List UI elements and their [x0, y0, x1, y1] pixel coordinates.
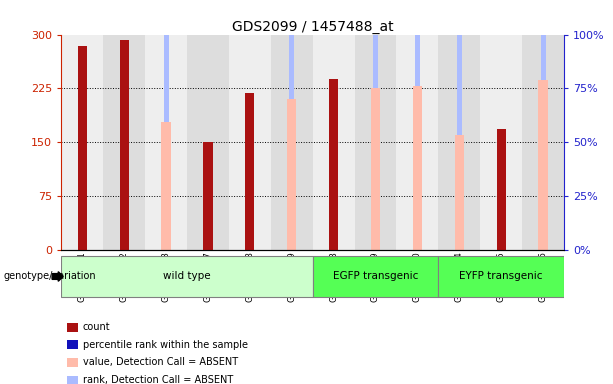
Text: genotype/variation: genotype/variation [3, 271, 96, 281]
Bar [457, 0, 462, 250]
Bar [229, 35, 271, 250]
Bar [289, 0, 294, 250]
Bar [78, 46, 87, 250]
Bar [538, 80, 547, 250]
Bar [187, 35, 229, 250]
Bar [313, 256, 438, 297]
Bar [541, 0, 546, 250]
Text: EGFP transgenic: EGFP transgenic [333, 271, 418, 281]
Bar [455, 135, 464, 250]
Bar [287, 99, 296, 250]
Bar [438, 35, 480, 250]
Bar [271, 35, 313, 250]
Title: GDS2099 / 1457488_at: GDS2099 / 1457488_at [232, 20, 394, 33]
Text: count: count [83, 322, 110, 332]
Bar [438, 256, 564, 297]
Bar [397, 35, 438, 250]
Bar [522, 35, 564, 250]
Text: rank, Detection Call = ABSENT: rank, Detection Call = ABSENT [83, 375, 233, 384]
Bar [354, 35, 397, 250]
Bar [164, 0, 169, 250]
Bar [103, 35, 145, 250]
Text: EYFP transgenic: EYFP transgenic [459, 271, 543, 281]
Bar [413, 86, 422, 250]
Bar [245, 93, 254, 250]
Bar [373, 0, 378, 250]
Bar [204, 142, 213, 250]
Bar [480, 35, 522, 250]
Text: percentile rank within the sample: percentile rank within the sample [83, 340, 248, 350]
Bar [497, 129, 506, 250]
Bar [61, 35, 103, 250]
Bar [415, 0, 420, 250]
Bar [61, 256, 313, 297]
Text: wild type: wild type [163, 271, 211, 281]
Bar [120, 40, 129, 250]
Bar [161, 122, 170, 250]
Bar [329, 79, 338, 250]
Bar [313, 35, 354, 250]
Bar [371, 88, 380, 250]
Bar [145, 35, 187, 250]
Text: value, Detection Call = ABSENT: value, Detection Call = ABSENT [83, 358, 238, 367]
